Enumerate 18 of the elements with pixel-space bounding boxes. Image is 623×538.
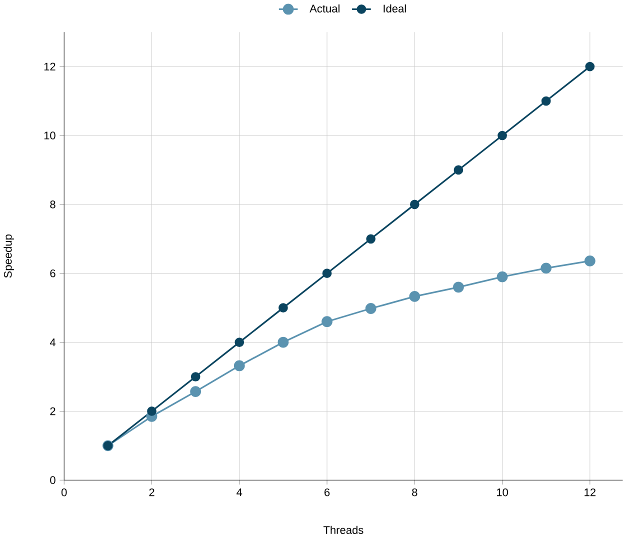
y-tick-label: 2	[50, 408, 56, 416]
x-tick-label: 4	[236, 488, 242, 496]
x-tick-label: 2	[149, 488, 154, 496]
x-tick-label: 6	[324, 488, 330, 496]
legend-label: Actual	[310, 4, 340, 13]
y-tick-label: 10	[44, 132, 56, 140]
legend-label: Ideal	[384, 4, 406, 13]
x-tick-label: 12	[584, 488, 596, 496]
x-tick-label: 10	[497, 488, 508, 496]
y-tick-label: 12	[44, 62, 56, 71]
x-tick-label: 0	[61, 488, 67, 496]
y-tick-label: 4	[50, 338, 56, 346]
y-tick-label: 0	[50, 476, 56, 484]
y-axis-title: Speedup	[4, 234, 14, 278]
y-tick-label: 6	[50, 270, 56, 278]
y-tick-label: 8	[50, 200, 56, 209]
x-tick-label: 8	[412, 488, 418, 496]
x-axis-title: Threads	[323, 526, 364, 534]
